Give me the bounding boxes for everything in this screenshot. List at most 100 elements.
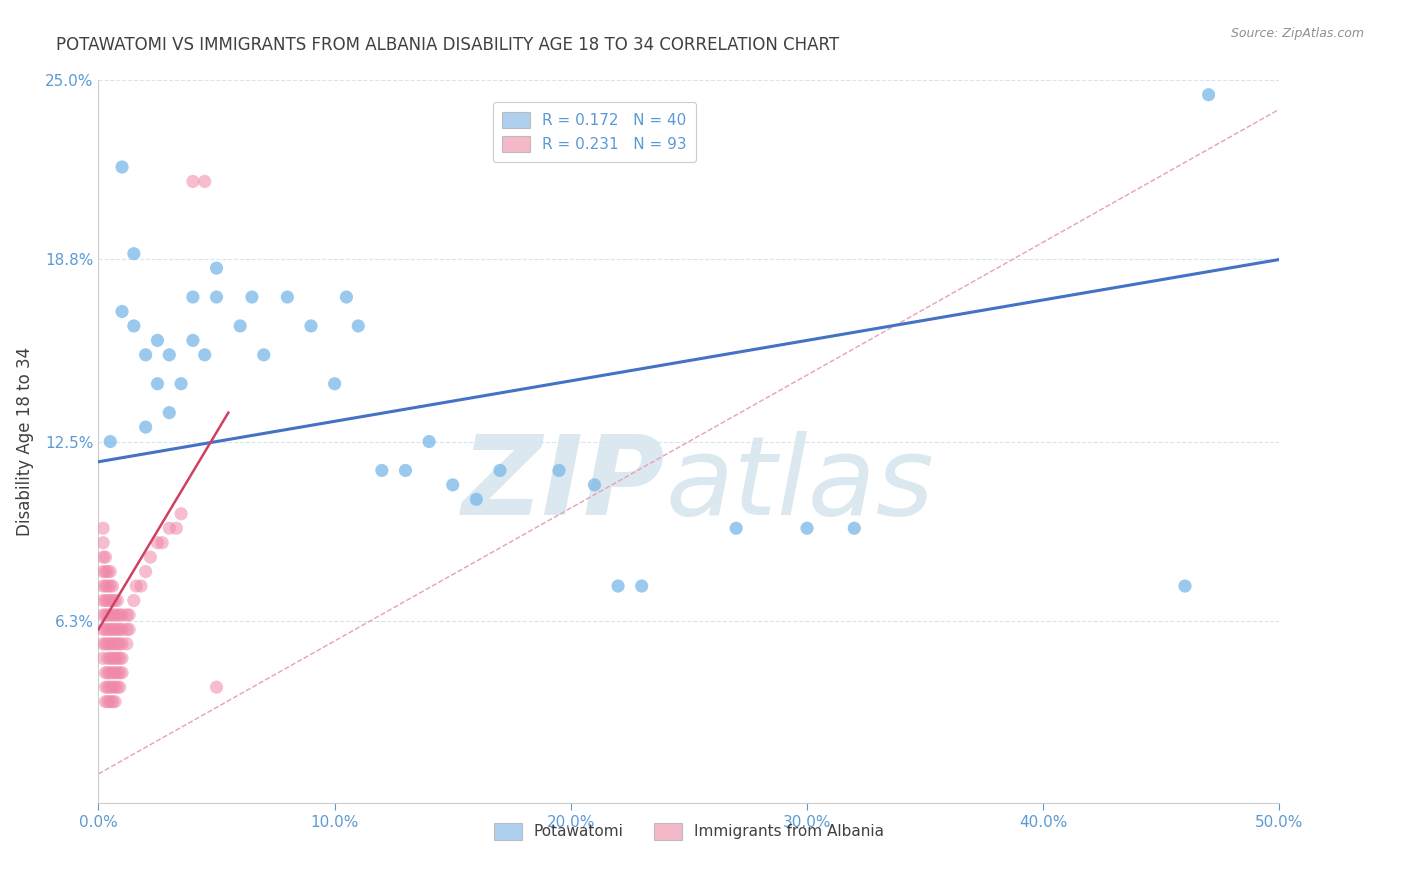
- Point: [108, 680, 131, 694]
- Point: [146, 535, 169, 549]
- Point: [1174, 579, 1197, 593]
- Point: [97, 579, 120, 593]
- Point: [105, 665, 128, 680]
- Point: [115, 623, 138, 637]
- Point: [104, 637, 127, 651]
- Point: [104, 695, 127, 709]
- Point: [101, 695, 124, 709]
- Point: [108, 637, 131, 651]
- Point: [276, 290, 298, 304]
- Point: [101, 637, 124, 651]
- Point: [111, 665, 134, 680]
- Point: [157, 406, 180, 420]
- Point: [94, 695, 117, 709]
- Point: [122, 246, 145, 260]
- Point: [229, 318, 252, 333]
- Point: [104, 593, 127, 607]
- Point: [108, 665, 131, 680]
- Point: [105, 593, 128, 607]
- Point: [98, 565, 121, 579]
- Point: [91, 535, 114, 549]
- Point: [91, 607, 114, 622]
- Point: [122, 318, 145, 333]
- Text: Source: ZipAtlas.com: Source: ZipAtlas.com: [1230, 27, 1364, 40]
- Point: [170, 376, 193, 391]
- Text: POTAWATOMI VS IMMIGRANTS FROM ALBANIA DISABILITY AGE 18 TO 34 CORRELATION CHART: POTAWATOMI VS IMMIGRANTS FROM ALBANIA DI…: [56, 36, 839, 54]
- Point: [118, 623, 141, 637]
- Point: [299, 318, 322, 333]
- Point: [725, 521, 748, 535]
- Point: [101, 665, 124, 680]
- Point: [98, 607, 121, 622]
- Point: [548, 463, 571, 477]
- Point: [111, 607, 134, 622]
- Point: [253, 348, 276, 362]
- Point: [98, 593, 121, 607]
- Point: [101, 680, 124, 694]
- Point: [91, 637, 114, 651]
- Point: [135, 420, 157, 434]
- Point: [105, 680, 128, 694]
- Point: [111, 160, 134, 174]
- Point: [146, 334, 169, 348]
- Point: [101, 607, 124, 622]
- Point: [796, 521, 818, 535]
- Point: [98, 651, 121, 665]
- Point: [101, 651, 124, 665]
- Point: [91, 623, 114, 637]
- Point: [91, 521, 114, 535]
- Point: [94, 607, 117, 622]
- Point: [347, 318, 370, 333]
- Point: [91, 651, 114, 665]
- Point: [146, 376, 169, 391]
- Point: [115, 607, 138, 622]
- Point: [157, 521, 180, 535]
- Point: [441, 478, 464, 492]
- Point: [104, 651, 127, 665]
- Point: [98, 579, 121, 593]
- Point: [91, 593, 114, 607]
- Point: [205, 680, 228, 694]
- Point: [111, 651, 134, 665]
- Point: [335, 290, 357, 304]
- Point: [97, 593, 120, 607]
- Point: [135, 348, 157, 362]
- Point: [240, 290, 263, 304]
- Point: [1198, 87, 1220, 102]
- Point: [98, 623, 121, 637]
- Y-axis label: Disability Age 18 to 34: Disability Age 18 to 34: [15, 347, 34, 536]
- Point: [181, 290, 204, 304]
- Point: [97, 607, 120, 622]
- Point: [583, 478, 606, 492]
- Point: [94, 579, 117, 593]
- Point: [94, 623, 117, 637]
- Point: [118, 607, 141, 622]
- Point: [97, 623, 120, 637]
- Point: [97, 680, 120, 694]
- Point: [205, 261, 228, 276]
- Point: [108, 623, 131, 637]
- Point: [108, 651, 131, 665]
- Point: [105, 607, 128, 622]
- Point: [101, 593, 124, 607]
- Point: [98, 637, 121, 651]
- Point: [111, 623, 134, 637]
- Point: [844, 521, 866, 535]
- Point: [139, 550, 162, 565]
- Point: [94, 665, 117, 680]
- Point: [98, 665, 121, 680]
- Point: [91, 550, 114, 565]
- Point: [94, 565, 117, 579]
- Point: [489, 463, 512, 477]
- Point: [122, 593, 145, 607]
- Point: [170, 507, 193, 521]
- Legend: Potawatomi, Immigrants from Albania: Potawatomi, Immigrants from Albania: [488, 817, 890, 846]
- Point: [105, 623, 128, 637]
- Point: [104, 665, 127, 680]
- Point: [91, 565, 114, 579]
- Point: [98, 695, 121, 709]
- Point: [94, 593, 117, 607]
- Point: [108, 607, 131, 622]
- Point: [418, 434, 440, 449]
- Point: [97, 665, 120, 680]
